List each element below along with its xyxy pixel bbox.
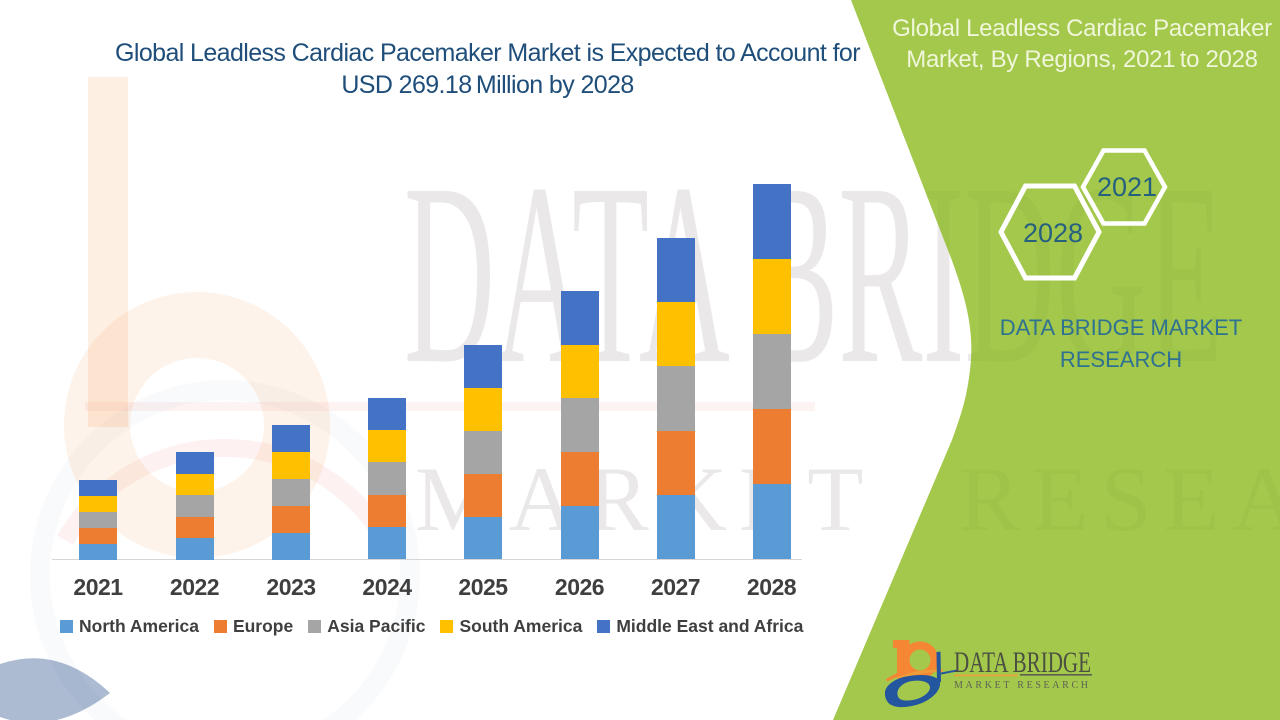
svg-text:MARKET RESEARCH: MARKET RESEARCH bbox=[954, 680, 1091, 691]
svg-text:DATA BRIDGE: DATA BRIDGE bbox=[954, 646, 1091, 679]
